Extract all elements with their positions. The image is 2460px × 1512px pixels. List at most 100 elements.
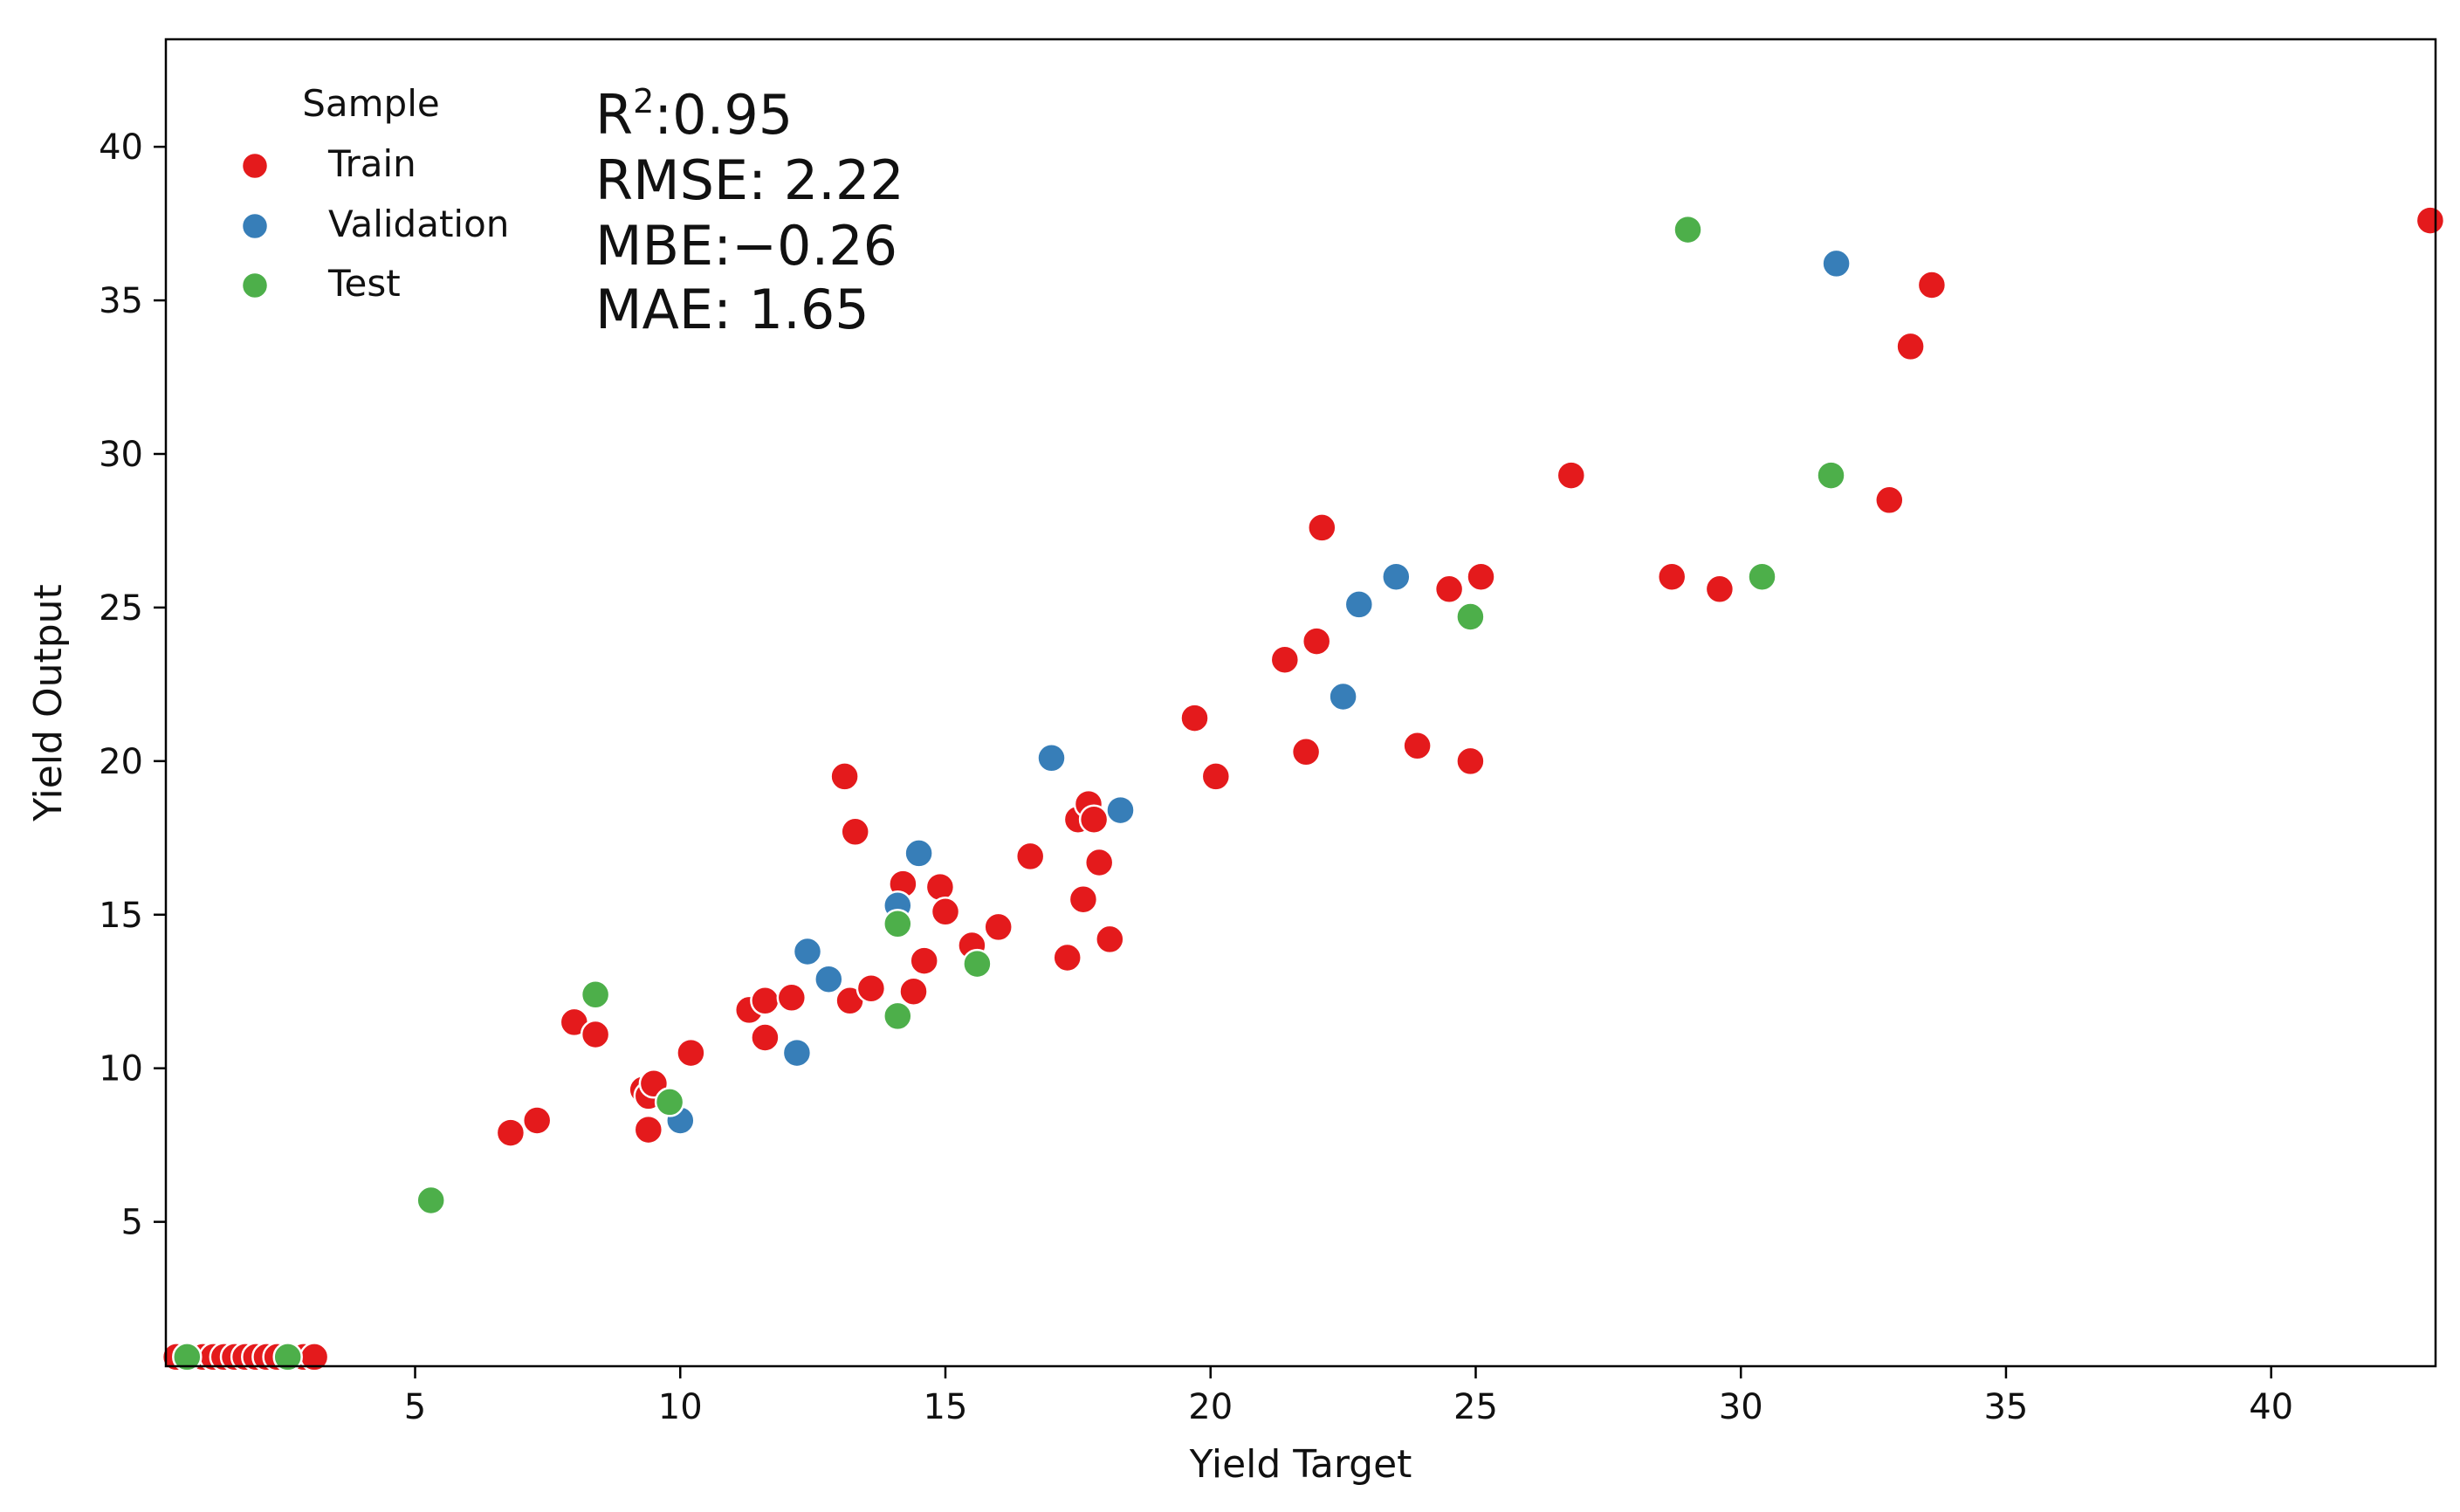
- metric-r2: R2:0.95: [595, 82, 793, 147]
- point-test-3: [580, 979, 611, 1010]
- point-train-25: [829, 761, 860, 792]
- point-validation-8: [1328, 681, 1358, 712]
- x-tick-label-35: 35: [1983, 1387, 2028, 1427]
- points-layer: [161, 205, 2446, 1372]
- y-tick-label-15: 15: [99, 896, 143, 936]
- point-test-4: [654, 1087, 685, 1117]
- x-axis-label: Yield Target: [1189, 1442, 1412, 1487]
- point-test-9: [1673, 214, 1703, 245]
- point-train-26: [840, 816, 870, 848]
- y-tick-label-20: 20: [99, 742, 143, 782]
- point-validation-5: [904, 838, 934, 869]
- point-train-60: [2415, 205, 2446, 236]
- point-test-10: [1747, 561, 1777, 592]
- point-train-36: [1014, 841, 1046, 872]
- point-test-5: [883, 909, 913, 939]
- legend-marker-train: [240, 151, 270, 181]
- point-train-39: [1068, 883, 1099, 915]
- point-train-58: [1895, 331, 1926, 362]
- point-test-0: [172, 1342, 203, 1372]
- point-validation-1: [781, 1037, 813, 1069]
- legend-entry-train: Train: [327, 142, 416, 185]
- point-train-45: [1200, 761, 1232, 792]
- point-test-2: [416, 1185, 446, 1216]
- point-train-43: [1095, 924, 1125, 955]
- point-train-59: [1916, 270, 1948, 300]
- point-train-53: [1466, 561, 1496, 592]
- point-train-12: [495, 1117, 526, 1148]
- metric-r2-sup: 2: [633, 82, 654, 120]
- point-train-31: [909, 945, 939, 976]
- legend-marker-test: [240, 271, 270, 300]
- point-train-30: [898, 976, 929, 1007]
- point-train-24: [776, 982, 807, 1014]
- legend-entry-validation: Validation: [328, 203, 509, 245]
- point-train-35: [983, 911, 1014, 943]
- point-train-13: [521, 1105, 553, 1136]
- point-test-6: [883, 1000, 913, 1032]
- point-train-50: [1402, 731, 1433, 761]
- point-test-7: [962, 948, 993, 979]
- y-tick-label-10: 10: [99, 1049, 143, 1089]
- point-train-57: [1874, 485, 1905, 516]
- metric-mbe: MBE:−0.26: [595, 214, 897, 278]
- point-train-46: [1269, 644, 1301, 675]
- legend-entry-test: Test: [327, 262, 401, 305]
- point-train-15: [580, 1019, 611, 1050]
- point-train-44: [1179, 703, 1210, 733]
- point-train-37: [1052, 942, 1082, 973]
- metrics-annotation: R2:0.95 RMSE: 2.22 MBE:−0.26 MAE: 1.65: [595, 82, 904, 341]
- point-validation-11: [1821, 248, 1852, 279]
- point-train-52: [1455, 746, 1486, 777]
- point-train-28: [856, 972, 887, 1004]
- ticks-layer: 5 10 15 20 25 30 35 40 5 10 15 20 25 30 35 40: [99, 127, 2293, 1427]
- point-train-42: [1083, 847, 1115, 878]
- point-validation-9: [1343, 589, 1375, 620]
- x-tick-label-10: 10: [658, 1387, 703, 1427]
- point-test-11: [1816, 460, 1846, 491]
- y-tick-label-30: 30: [99, 435, 143, 475]
- point-train-32: [924, 871, 956, 903]
- y-tick-label-25: 25: [99, 588, 143, 629]
- metric-r2-prefix: R: [595, 83, 633, 147]
- point-train-51: [1433, 574, 1465, 605]
- point-train-33: [930, 897, 961, 927]
- point-validation-3: [814, 964, 844, 994]
- y-tick-label-5: 5: [121, 1203, 143, 1243]
- legend-title: Sample: [302, 82, 439, 125]
- legend: Sample Train Validation Test: [240, 82, 509, 305]
- x-tick-label-25: 25: [1453, 1387, 1498, 1427]
- point-train-55: [1656, 561, 1687, 592]
- metric-r2-value: :0.95: [654, 83, 793, 147]
- x-tick-label-15: 15: [924, 1387, 968, 1427]
- y-tick-label-35: 35: [99, 281, 143, 321]
- metric-mae: MAE: 1.65: [595, 278, 869, 341]
- point-train-23: [750, 986, 780, 1016]
- metric-rmse: RMSE: 2.22: [595, 148, 904, 212]
- point-train-54: [1556, 460, 1587, 491]
- y-axis-label: Yield Output: [26, 584, 71, 822]
- point-train-20: [676, 1037, 706, 1069]
- point-train-47: [1290, 737, 1322, 767]
- point-validation-10: [1381, 561, 1412, 592]
- x-tick-label-30: 30: [1719, 1387, 1763, 1427]
- point-train-49: [1307, 512, 1337, 543]
- point-test-8: [1455, 601, 1486, 632]
- point-train-41: [1078, 804, 1110, 835]
- y-tick-label-40: 40: [99, 127, 143, 168]
- point-validation-2: [792, 936, 823, 967]
- point-validation-7: [1105, 794, 1136, 826]
- point-train-56: [1704, 574, 1735, 605]
- x-tick-label-40: 40: [2249, 1387, 2293, 1427]
- legend-marker-validation: [240, 211, 270, 241]
- point-test-1: [272, 1342, 303, 1372]
- point-train-19: [633, 1114, 664, 1145]
- point-train-22: [750, 1022, 780, 1053]
- point-train-48: [1301, 626, 1332, 656]
- x-tick-label-5: 5: [404, 1387, 426, 1427]
- point-validation-6: [1036, 743, 1067, 773]
- x-tick-label-20: 20: [1188, 1387, 1233, 1427]
- plot-frame: [164, 38, 2437, 1368]
